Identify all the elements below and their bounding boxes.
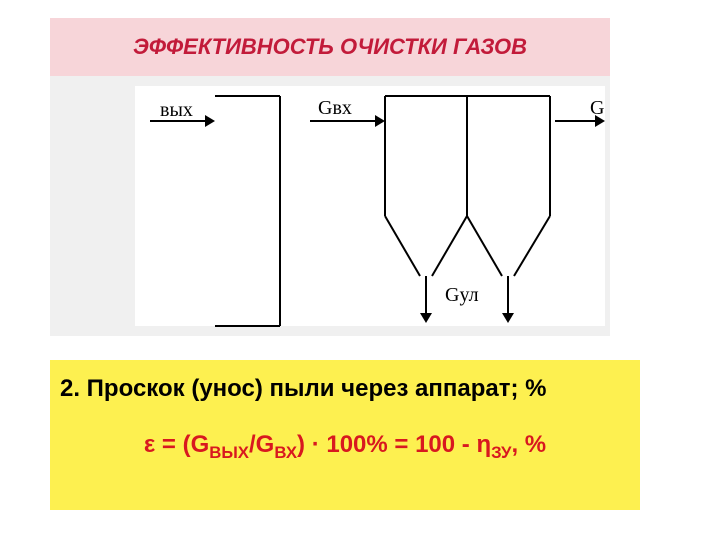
formula-line2: ε = (GВЫХ/GВХ) · 100% = 100 - ηЗУ, % bbox=[60, 431, 630, 463]
title-text: ЭФФЕКТИВНОСТЬ ОЧИСТКИ ГАЗОВ bbox=[133, 34, 527, 60]
title-bar: ЭФФЕКТИВНОСТЬ ОЧИСТКИ ГАЗОВ bbox=[50, 18, 610, 76]
diagram-area: вых Gвх bbox=[50, 76, 610, 336]
label-out-partial: вых bbox=[160, 99, 193, 121]
formula-line1: 2. Проскок (унос) пыли через аппарат; % bbox=[60, 375, 630, 403]
label-g-right: G bbox=[590, 97, 604, 119]
formula-box: 2. Проскок (унос) пыли через аппарат; % … bbox=[50, 360, 640, 510]
diagram-svg: вых Gвх bbox=[50, 76, 610, 336]
label-g-in: Gвх bbox=[318, 97, 352, 119]
label-g-captured: Gул bbox=[445, 284, 479, 306]
